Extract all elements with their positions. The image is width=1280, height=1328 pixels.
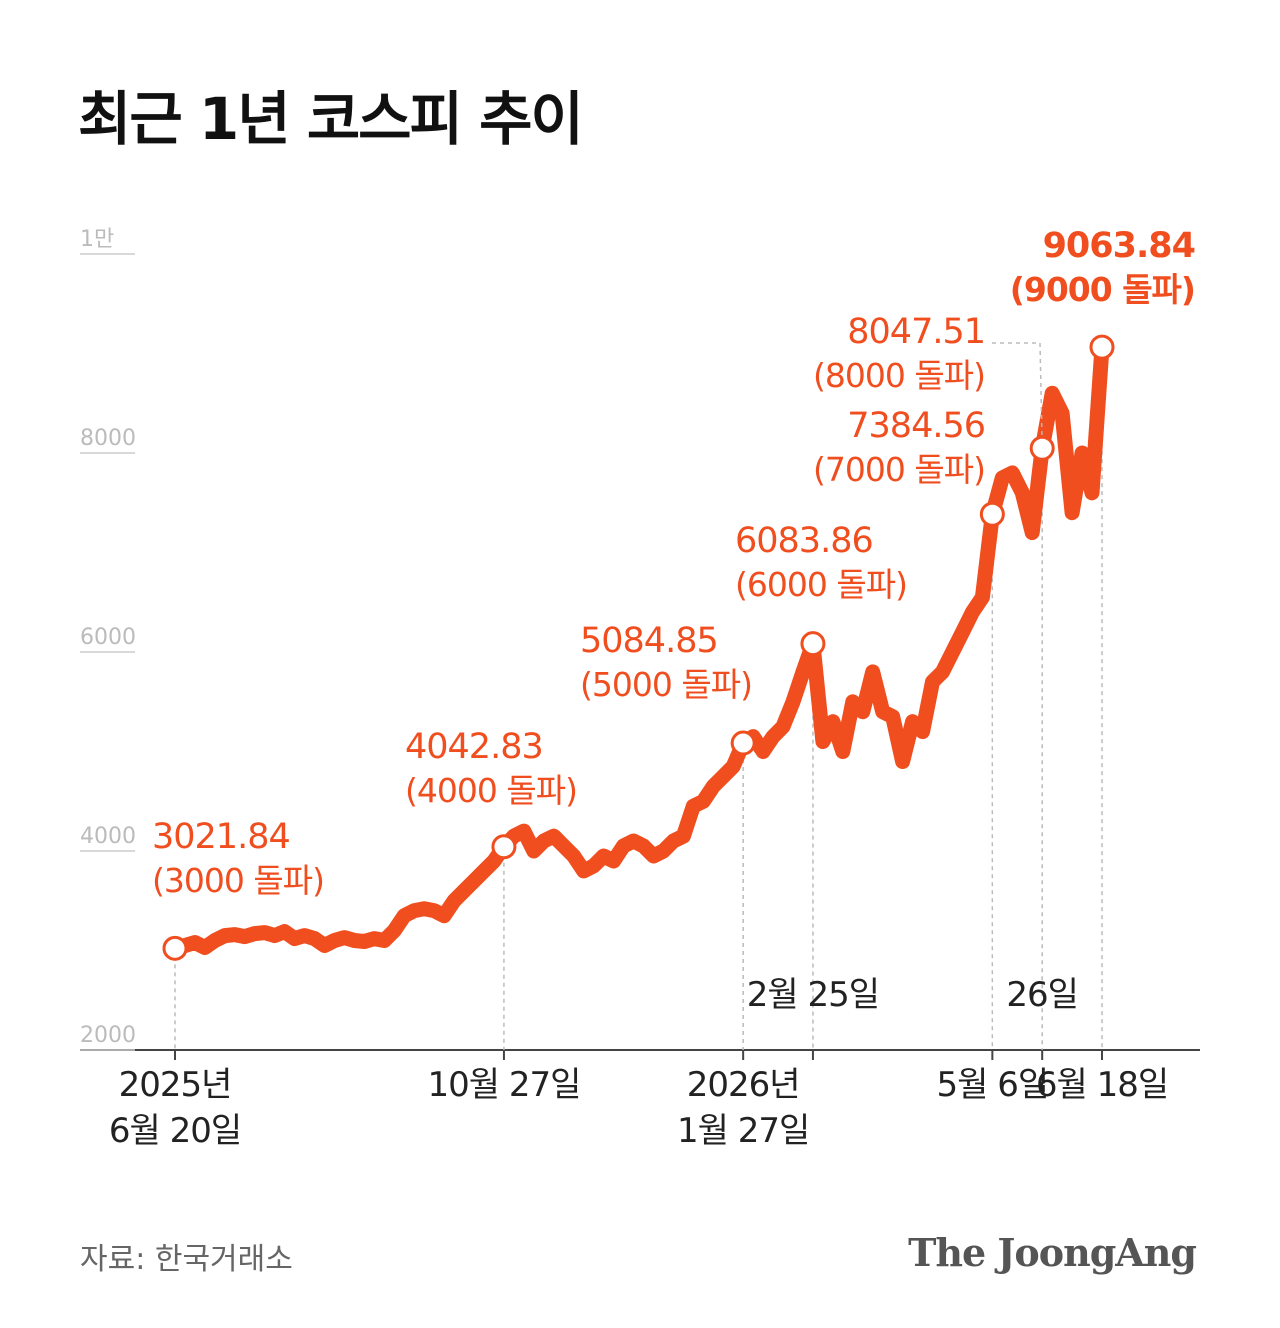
data-label: 3021.84 bbox=[152, 817, 290, 857]
milestone-marker bbox=[800, 631, 826, 657]
x-tick-label: 10월 27일 bbox=[427, 1065, 581, 1105]
data-label: 5084.85 bbox=[580, 621, 718, 661]
data-label: 8047.51 bbox=[847, 312, 985, 352]
milestone-marker bbox=[730, 730, 756, 756]
data-note: (8000 돌파) bbox=[813, 356, 985, 395]
x-tick-label: 6월 18일 bbox=[1035, 1065, 1169, 1105]
line bbox=[167, 339, 1110, 956]
x-tick-label: 2월 25일 bbox=[746, 975, 880, 1015]
data-note: (7000 돌파) bbox=[813, 450, 985, 489]
y-tick-label: 8000 bbox=[80, 426, 136, 451]
data-label: 7384.56 bbox=[847, 406, 985, 446]
x-tick-label: 2025년 6월 20일 bbox=[108, 1065, 242, 1151]
milestone-marker bbox=[1029, 435, 1055, 461]
milestone-marker bbox=[1089, 334, 1115, 360]
data-label: 4042.83 bbox=[405, 727, 543, 767]
x-tick-label: 2026년 1월 27일 bbox=[677, 1065, 810, 1151]
source: 자료: 한국거래소 bbox=[80, 1242, 293, 1277]
y-tick-label: 1만 bbox=[80, 227, 114, 252]
y-tick-label: 2000 bbox=[80, 1023, 136, 1048]
chart-title: 최근 1년 코스피 추이 bbox=[78, 85, 584, 153]
x-tick-label: 5월 6일 bbox=[936, 1065, 1050, 1105]
data-note: (9000 돌파) bbox=[1010, 270, 1195, 309]
logo: The JoongAng bbox=[908, 1230, 1197, 1275]
data-label: 6083.86 bbox=[735, 521, 873, 561]
data-note: (4000 돌파) bbox=[405, 771, 577, 810]
y-tick-label: 6000 bbox=[80, 625, 136, 650]
data-note: (5000 돌파) bbox=[580, 665, 752, 704]
y-tick-label: 4000 bbox=[80, 824, 136, 849]
x-tick-label: 26일 bbox=[1006, 975, 1079, 1015]
leader-line bbox=[992, 342, 1043, 449]
milestone-marker bbox=[979, 501, 1005, 527]
data-note: (3000 돌파) bbox=[152, 861, 324, 900]
milestone-marker bbox=[162, 935, 188, 961]
data-note: (6000 돌파) bbox=[735, 565, 907, 604]
milestone-marker bbox=[491, 834, 517, 860]
data-label: 9063.84 bbox=[1043, 226, 1195, 266]
